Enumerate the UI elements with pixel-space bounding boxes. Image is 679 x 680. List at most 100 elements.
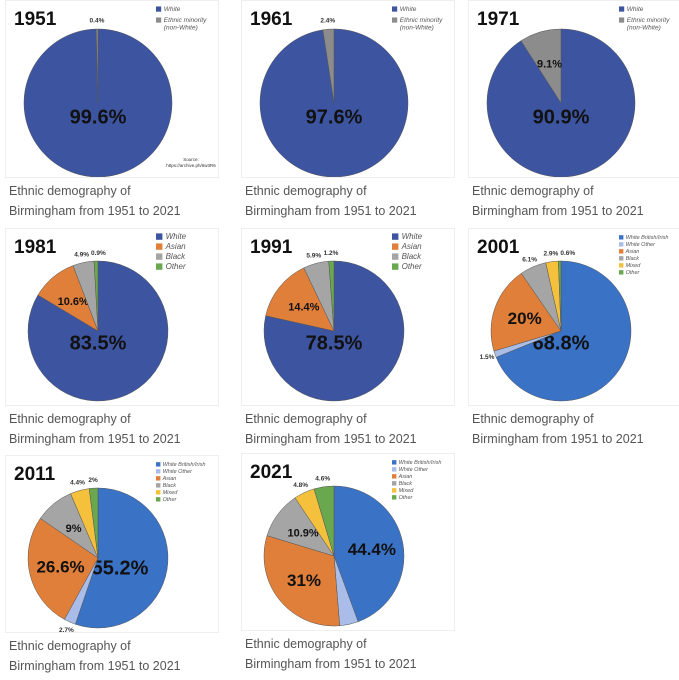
caption-line: Birmingham from 1951 to 2021 xyxy=(9,432,181,446)
legend-entry: White British/Irish xyxy=(163,462,206,468)
data-label: 9% xyxy=(66,523,82,535)
legend-swatch xyxy=(619,249,624,254)
legend-entry-cont: (non-White) xyxy=(164,25,198,32)
chart-title: 2001 xyxy=(477,237,520,258)
chart-caption: Ethnic demography of Birmingham from 1951… xyxy=(245,634,460,674)
legend-swatch xyxy=(619,235,624,240)
legend-swatch xyxy=(619,17,625,23)
legend-entry: Ethnic minority xyxy=(164,17,207,24)
data-label: 20% xyxy=(508,309,542,328)
legend-entry: Other xyxy=(626,270,641,276)
legend-entry: White Other xyxy=(163,469,194,475)
legend-swatch xyxy=(156,476,161,481)
caption-line: Birmingham from 1951 to 2021 xyxy=(472,204,644,218)
caption-line: Birmingham from 1951 to 2021 xyxy=(472,432,644,446)
data-label: 97.6% xyxy=(306,107,363,129)
legend-entry: White British/Irish xyxy=(399,460,442,466)
legend-entry: Other xyxy=(163,497,178,503)
data-label: 99.6% xyxy=(70,107,127,129)
pie-slice xyxy=(495,260,632,402)
legend-entry: Mixed xyxy=(626,263,642,269)
data-label: 9.1% xyxy=(537,59,562,71)
pie-slice xyxy=(328,260,335,332)
data-label: 10.9% xyxy=(287,528,318,540)
legend-swatch xyxy=(619,6,625,12)
pie-chart-2011: 2011 55.2% 2.7% 26.6% 9% 4.4% 2% White British/… xyxy=(5,455,219,633)
chart-caption: Ethnic demography of Birmingham from 1951… xyxy=(9,636,224,676)
chart-title: 2011 xyxy=(14,464,56,485)
legend-swatch xyxy=(156,483,161,488)
pie-slice xyxy=(95,28,99,104)
data-label: 14.4% xyxy=(288,302,319,314)
chart-caption: Ethnic demography of Birmingham from 1951… xyxy=(9,181,224,221)
caption-line: Birmingham from 1951 to 2021 xyxy=(9,659,181,673)
pie-slice xyxy=(333,485,405,623)
data-label: 83.5% xyxy=(70,333,127,355)
legend-swatch xyxy=(156,6,162,12)
pie-chart-1991: 1991 78.5% 14.4% 5.9% 1.2% White Asian Black Oth… xyxy=(241,228,455,406)
legend-swatch xyxy=(619,256,624,261)
legend-swatch xyxy=(392,233,399,240)
legend-entry: White Other xyxy=(626,242,657,248)
data-label: 68.8% xyxy=(533,333,590,355)
legend-entry: Asian xyxy=(165,242,187,251)
legend-swatch xyxy=(392,495,397,500)
caption-line: Ethnic demography of xyxy=(472,184,594,198)
legend-entry: Mixed xyxy=(163,490,179,496)
data-label: 78.5% xyxy=(306,333,363,355)
legend-swatch xyxy=(156,469,161,474)
pie-slice xyxy=(265,267,335,332)
data-label: 2.7% xyxy=(59,627,74,632)
legend-entry: Ethnic minority xyxy=(627,17,670,24)
caption-line: Ethnic demography of xyxy=(472,412,594,426)
pie-slice xyxy=(558,260,562,332)
legend-entry: White xyxy=(164,6,181,13)
source-label: Source: xyxy=(183,157,199,162)
chart-title: 1951 xyxy=(14,9,57,30)
legend-entry: White xyxy=(166,232,187,241)
pie-slice xyxy=(520,28,562,104)
pie-svg: 1991 78.5% 14.4% 5.9% 1.2% WhiteAsianBlackOth… xyxy=(250,232,423,402)
legend-entry: White xyxy=(400,6,417,13)
legend-swatch xyxy=(392,17,398,23)
legend-entry: Asian xyxy=(401,242,423,251)
data-label: 44.4% xyxy=(348,540,396,559)
legend-swatch xyxy=(156,243,163,250)
pie-svg: 1961 97.6% 2.4% White Ethnic minority(non-Wh… xyxy=(250,6,443,177)
legend-swatch xyxy=(392,6,398,12)
legend-swatch xyxy=(619,242,624,247)
chart-caption: Ethnic demography of Birmingham from 1951… xyxy=(472,409,679,449)
legend-entry-cont: (non-White) xyxy=(627,25,661,32)
legend-swatch xyxy=(392,460,397,465)
legend-entry-cont: (non-White) xyxy=(400,25,434,32)
chart-caption: Ethnic demography of Birmingham from 1951… xyxy=(245,181,460,221)
data-label: 6.1% xyxy=(522,256,537,263)
pie-chart-1981: 1981 83.5% 10.6% 4.9% 0.9% White Asian Black Oth… xyxy=(5,228,219,406)
pie-slice xyxy=(313,485,335,557)
pie-slice xyxy=(263,535,340,627)
caption-line: Birmingham from 1951 to 2021 xyxy=(9,204,181,218)
pie-svg: 2011 55.2% 2.7% 26.6% 9% 4.4% 2% White British/… xyxy=(14,462,206,632)
data-label: 31% xyxy=(287,571,321,590)
pie-svg: 1971 90.9% 9.1% White Ethnic minority(non-Wh… xyxy=(477,6,670,177)
legend-entry: Black xyxy=(166,252,187,261)
chart-caption: Ethnic demography of Birmingham from 1951… xyxy=(245,409,460,449)
data-label: 0.6% xyxy=(560,250,575,257)
pie-chart-1961: 1961 97.6% 2.4% White Ethnic minority (non-Wh… xyxy=(241,0,455,178)
legend-swatch xyxy=(156,490,161,495)
legend-swatch xyxy=(392,243,399,250)
data-label: 0.4% xyxy=(90,17,105,24)
caption-line: Birmingham from 1951 to 2021 xyxy=(245,432,417,446)
data-label: 2.9% xyxy=(544,250,559,257)
legend-swatch xyxy=(392,253,399,260)
pie-slice xyxy=(490,273,562,352)
caption-line: Ethnic demography of xyxy=(9,639,131,653)
legend-swatch xyxy=(619,263,624,268)
data-label: 4.4% xyxy=(70,479,85,486)
legend-swatch xyxy=(156,17,162,23)
pie-slice xyxy=(74,487,169,629)
caption-line: Ethnic demography of xyxy=(245,637,367,651)
source-url: https://archive.ph/6w3R6 xyxy=(166,163,216,168)
legend-swatch xyxy=(392,488,397,493)
legend-swatch xyxy=(156,233,163,240)
